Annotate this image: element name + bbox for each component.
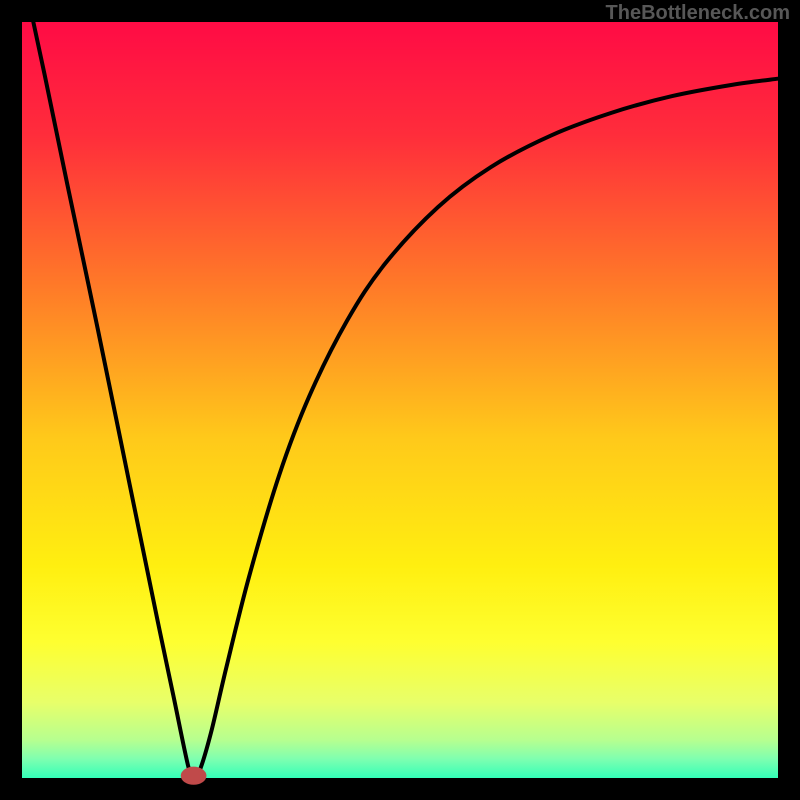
watermark-text: TheBottleneck.com	[606, 2, 790, 25]
chart-container: TheBottleneck.com	[0, 0, 800, 800]
bottleneck-chart	[0, 0, 800, 800]
minimum-marker	[181, 767, 207, 785]
plot-background	[22, 22, 778, 778]
